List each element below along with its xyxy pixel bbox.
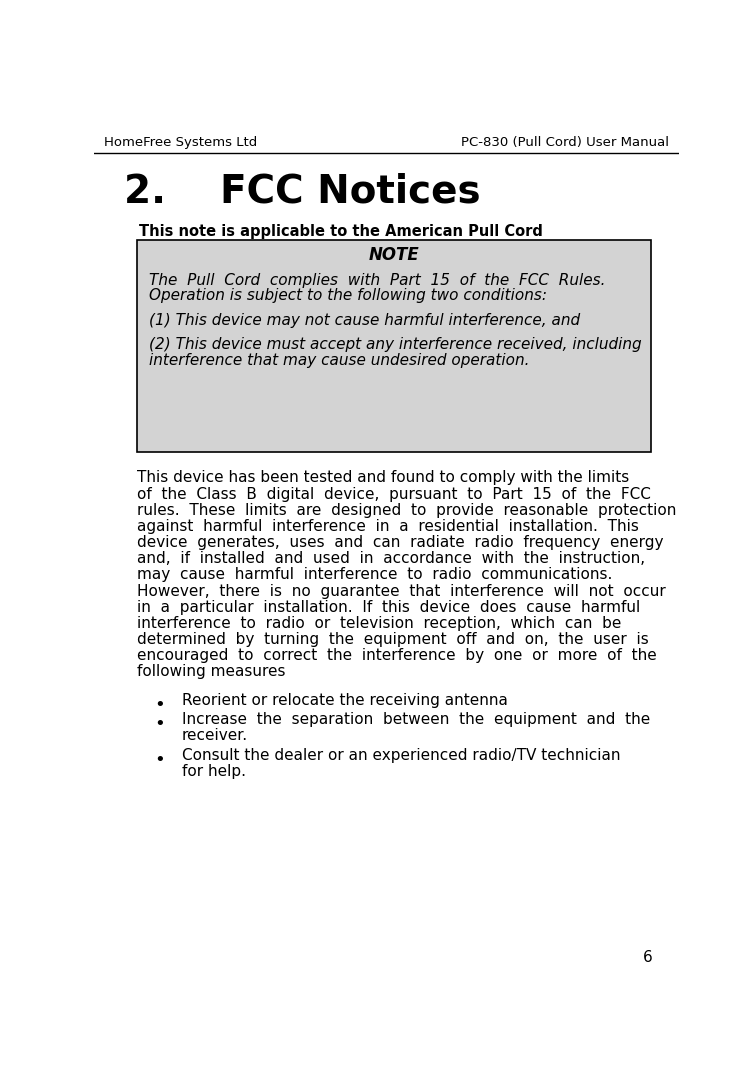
Text: PC-830 (Pull Cord) User Manual: PC-830 (Pull Cord) User Manual — [461, 137, 670, 150]
Text: Increase  the  separation  between  the  equipment  and  the: Increase the separation between the equi… — [182, 712, 650, 727]
Text: Operation is subject to the following two conditions:: Operation is subject to the following tw… — [149, 288, 547, 302]
Text: The  Pull  Cord  complies  with  Part  15  of  the  FCC  Rules.: The Pull Cord complies with Part 15 of t… — [149, 272, 605, 287]
Text: NOTE: NOTE — [369, 246, 419, 264]
Text: for help.: for help. — [182, 764, 246, 778]
Text: •: • — [155, 751, 165, 769]
Text: This device has been tested and found to comply with the limits: This device has been tested and found to… — [137, 470, 629, 486]
Text: 2.    FCC Notices: 2. FCC Notices — [124, 172, 480, 210]
Text: (1) This device may not cause harmful interference, and: (1) This device may not cause harmful in… — [149, 312, 581, 327]
FancyBboxPatch shape — [137, 241, 651, 452]
Text: and,  if  installed  and  used  in  accordance  with  the  instruction,: and, if installed and used in accordance… — [137, 552, 645, 566]
Text: 6: 6 — [642, 951, 652, 965]
Text: encouraged  to  correct  the  interference  by  one  or  more  of  the: encouraged to correct the interference b… — [137, 648, 657, 663]
Text: interference  to  radio  or  television  reception,  which  can  be: interference to radio or television rece… — [137, 616, 621, 631]
Text: This note is applicable to the American Pull Cord: This note is applicable to the American … — [139, 224, 543, 238]
Text: •: • — [155, 696, 165, 714]
Text: Consult the dealer or an experienced radio/TV technician: Consult the dealer or an experienced rad… — [182, 748, 621, 763]
Text: of  the  Class  B  digital  device,  pursuant  to  Part  15  of  the  FCC: of the Class B digital device, pursuant … — [137, 487, 651, 502]
Text: interference that may cause undesired operation.: interference that may cause undesired op… — [149, 352, 530, 367]
Text: may  cause  harmful  interference  to  radio  communications.: may cause harmful interference to radio … — [137, 567, 612, 582]
Text: rules.  These  limits  are  designed  to  provide  reasonable  protection: rules. These limits are designed to prov… — [137, 503, 676, 518]
Text: Reorient or relocate the receiving antenna: Reorient or relocate the receiving anten… — [182, 693, 507, 708]
Text: in  a  particular  installation.  If  this  device  does  cause  harmful: in a particular installation. If this de… — [137, 599, 640, 615]
Text: determined  by  turning  the  equipment  off  and  on,  the  user  is: determined by turning the equipment off … — [137, 632, 648, 647]
Text: (2) This device must accept any interference received, including: (2) This device must accept any interfer… — [149, 337, 642, 352]
Text: However,  there  is  no  guarantee  that  interference  will  not  occur: However, there is no guarantee that inte… — [137, 583, 666, 598]
Text: against  harmful  interference  in  a  residential  installation.  This: against harmful interference in a reside… — [137, 519, 639, 534]
Text: receiver.: receiver. — [182, 728, 248, 744]
Text: •: • — [155, 715, 165, 733]
Text: device  generates,  uses  and  can  radiate  radio  frequency  energy: device generates, uses and can radiate r… — [137, 535, 664, 550]
Text: HomeFree Systems Ltd: HomeFree Systems Ltd — [103, 137, 257, 150]
Text: following measures: following measures — [137, 664, 285, 680]
